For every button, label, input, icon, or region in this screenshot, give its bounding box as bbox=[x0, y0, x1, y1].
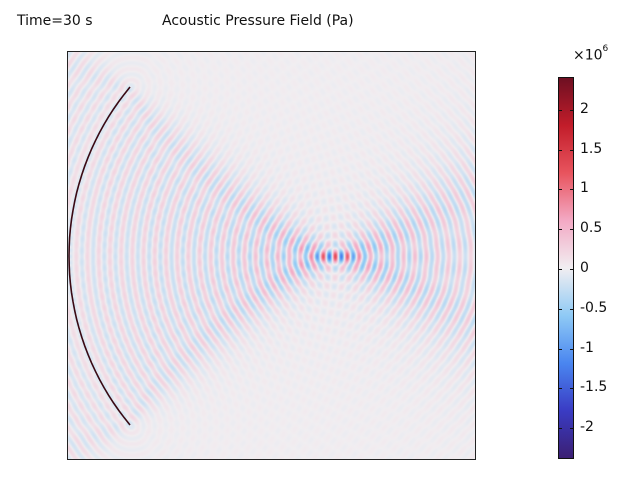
colorbar-tick-label: 2 bbox=[580, 100, 589, 117]
colorbar-tick-label: 0 bbox=[580, 260, 589, 276]
multiplier-exponent: 6 bbox=[602, 44, 609, 54]
multiplier-base: ×10 bbox=[573, 47, 603, 64]
colorbar-tick bbox=[559, 348, 573, 350]
colorbar-tick-label: -0.5 bbox=[580, 299, 608, 316]
colorbar bbox=[558, 77, 574, 459]
colorbar-tick-label: -1.5 bbox=[580, 379, 608, 396]
colorbar-tick bbox=[559, 308, 573, 310]
colorbar-tick-label: 1.5 bbox=[580, 140, 603, 157]
plot-title: Acoustic Pressure Field (Pa) bbox=[162, 13, 354, 29]
pressure-field-plot bbox=[67, 51, 476, 460]
colorbar-tick-label: 0.5 bbox=[580, 220, 603, 237]
transducer-arc bbox=[68, 86, 131, 426]
colorbar-tick-label: -2 bbox=[580, 419, 594, 436]
colorbar-tick bbox=[559, 149, 573, 151]
time-label: Time=30 s bbox=[17, 13, 93, 29]
colorbar-multiplier: ×106 bbox=[573, 44, 609, 64]
colorbar-tick bbox=[559, 428, 573, 430]
colorbar-tick bbox=[559, 109, 573, 111]
colorbar-tick bbox=[559, 229, 573, 231]
colorbar-tick-label: -1 bbox=[580, 339, 594, 356]
colorbar-tick bbox=[559, 269, 573, 270]
colorbar-tick bbox=[559, 189, 573, 191]
pressure-heatmap bbox=[68, 52, 475, 459]
colorbar-tick-label: 1 bbox=[580, 180, 589, 197]
colorbar-tick bbox=[559, 388, 573, 390]
